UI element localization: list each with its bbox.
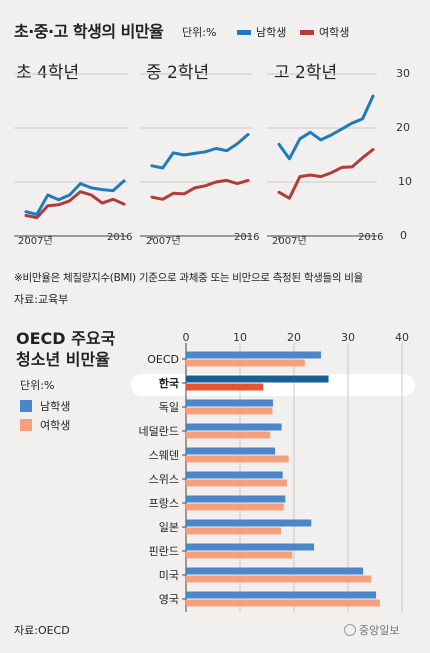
category-label: 스위스: [149, 473, 179, 486]
series-line-high-female: [277, 148, 375, 200]
category-label: 한국: [159, 376, 179, 390]
series-line-elementary-male: [24, 179, 126, 216]
source-oecd: 자료:OECD: [14, 624, 70, 637]
legend-male-label: 남학생: [256, 26, 287, 39]
y-tick-20: 20: [396, 121, 410, 134]
bar-male: [186, 543, 314, 551]
oecd-chart-title: OECD 주요국 청소년 비만율: [16, 329, 116, 369]
bar-female: [186, 479, 287, 487]
category-label: 독일: [159, 400, 179, 414]
category-label: 네덜란드: [139, 425, 179, 438]
oecd-legend-female-swatch: [20, 419, 32, 431]
publisher-logo: 중앙일보: [344, 622, 399, 638]
legend-female: 여학생: [300, 24, 349, 40]
x-tick-end-p3: 2016: [358, 232, 384, 243]
bar-male: [186, 399, 273, 407]
footnote: ※비만율은 체질량지수(BMI) 기준으로 과체중 또는 비만으로 측정된 학생…: [14, 272, 364, 284]
oecd-x-tick-10: 10: [233, 331, 247, 344]
oecd-legend-male-label: 남학생: [40, 400, 71, 413]
y-tick-10: 10: [398, 175, 412, 188]
oecd-x-tick-40: 40: [395, 331, 409, 344]
bar-male: [186, 471, 283, 479]
bar-male: [186, 351, 321, 359]
bar-female: [186, 431, 271, 439]
category-label: 핀란드: [149, 545, 179, 558]
oecd-legend-female-label: 여학생: [40, 419, 71, 432]
bar-female: [186, 527, 282, 535]
source-education: 자료:교육부: [14, 293, 69, 306]
oecd-unit-label: 단위:%: [20, 379, 55, 392]
category-label: 영국: [159, 593, 179, 606]
oecd-legend-female: 여학생: [20, 417, 70, 433]
legend-male-swatch: [237, 29, 251, 35]
chart-title: 초·중·고 학생의 비만율: [14, 22, 164, 41]
bar-female: [186, 407, 273, 415]
panel-title-high: 고 2학년: [274, 63, 338, 83]
series-line-elementary-female: [24, 190, 126, 220]
bar-female: [186, 383, 264, 391]
bar-female: [186, 551, 293, 559]
series-line-middle-female: [150, 178, 250, 201]
bar-female: [186, 359, 305, 367]
category-label: 프랑스: [149, 497, 179, 510]
y-tick-30: 30: [396, 67, 410, 80]
oecd-x-tick-0: 0: [183, 331, 190, 344]
unit-label: 단위:%: [182, 26, 217, 39]
legend-female-swatch: [300, 29, 314, 35]
series-line-high-male: [277, 94, 375, 161]
x-tick-start-p1: 2007년: [18, 236, 53, 247]
category-label: 스웨덴: [149, 449, 179, 462]
bar-female: [186, 455, 289, 463]
oecd-x-tick-20: 20: [287, 331, 301, 344]
category-label: 미국: [159, 569, 179, 582]
bar-female: [186, 503, 284, 511]
bar-male: [186, 423, 282, 431]
x-tick-start-p3: 2007년: [272, 236, 307, 247]
legend-male: 남학생: [237, 24, 286, 40]
y-tick-0: 0: [400, 229, 407, 242]
logo-icon: [344, 624, 356, 636]
bar-male: [186, 447, 276, 455]
bar-male: [186, 519, 312, 527]
oecd-legend-male: 남학생: [20, 398, 70, 414]
series-line-middle-male: [150, 133, 250, 170]
bar-male: [186, 591, 377, 599]
logo-text: 중앙일보: [359, 624, 400, 637]
x-tick-end-p1: 2016: [107, 232, 133, 243]
oecd-legend-male-swatch: [20, 400, 32, 412]
bar-male: [186, 495, 286, 503]
bar-male: [186, 375, 329, 383]
x-tick-end-p2: 2016: [234, 232, 260, 243]
x-tick-start-p2: 2007년: [146, 236, 181, 247]
bar-female: [186, 599, 380, 607]
legend-female-label: 여학생: [319, 26, 350, 39]
panel-title-middle: 중 2학년: [146, 63, 210, 83]
panel-title-elementary: 초 4학년: [16, 63, 80, 83]
category-label: 일본: [159, 520, 179, 534]
bar-male: [186, 567, 364, 575]
category-label: OECD: [147, 353, 179, 366]
oecd-x-tick-30: 30: [341, 331, 355, 344]
bar-female: [186, 575, 372, 583]
